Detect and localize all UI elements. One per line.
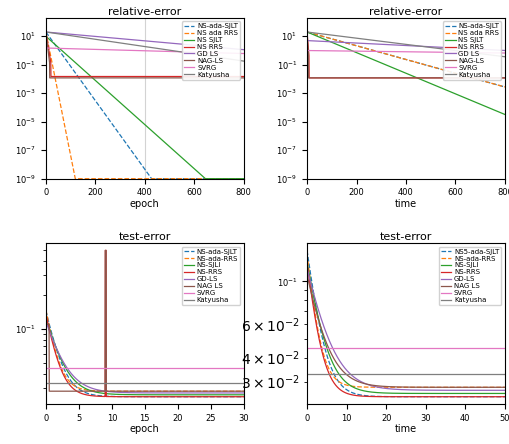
Legend: NS-ada-SJLT, NS ada RRS, NS SJLT, NS RRS, GD LS, NAG-LS, SVRG, Katyusha: NS-ada-SJLT, NS ada RRS, NS SJLT, NS RRS… xyxy=(442,21,500,80)
Legend: NS-ada-SJLT, NS-ada-RRS, NS-SJLI, NS-RRS, GD-LS, NAG LS, SVRG, Katyusha: NS-ada-SJLT, NS-ada-RRS, NS-SJLI, NS-RRS… xyxy=(181,246,240,305)
Title: test-error: test-error xyxy=(379,232,431,242)
X-axis label: time: time xyxy=(394,199,416,209)
X-axis label: epoch: epoch xyxy=(130,424,159,434)
Title: test-error: test-error xyxy=(119,232,171,242)
Title: relative-error: relative-error xyxy=(108,7,181,17)
Legend: NS5-ada-SJLT, NS-ada-RRS, NS-SJLI, NS-RRS, GD-LS, NAG LS, SVRG, Katyusha: NS5-ada-SJLT, NS-ada-RRS, NS-SJLI, NS-RR… xyxy=(438,246,500,305)
Title: relative-error: relative-error xyxy=(369,7,442,17)
X-axis label: epoch: epoch xyxy=(130,199,159,209)
X-axis label: time: time xyxy=(394,424,416,434)
Legend: NS-ada-SJLT, NS ada RRS, NS SJLT, NS RRS, GD LS, NAG-LS, SVRG, Katyusha: NS-ada-SJLT, NS ada RRS, NS SJLT, NS RRS… xyxy=(182,21,240,80)
